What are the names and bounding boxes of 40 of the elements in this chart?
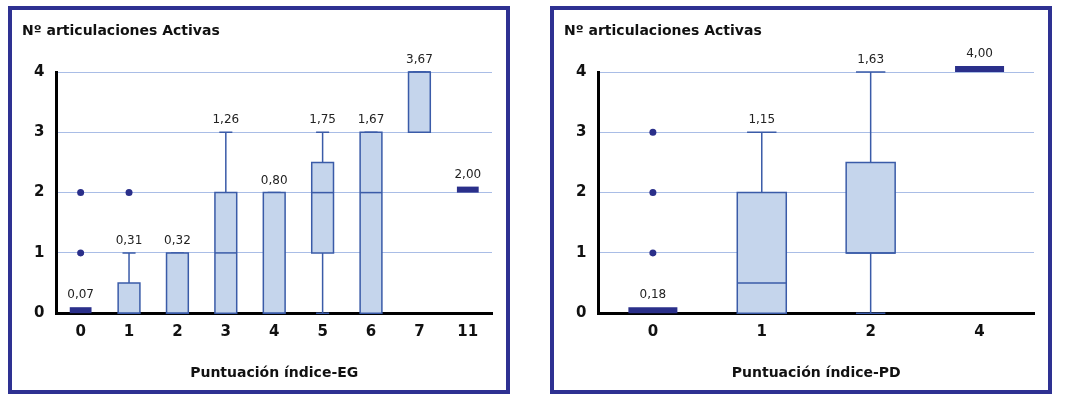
annotation: 1,75 xyxy=(309,112,336,127)
annotation: 0,80 xyxy=(260,172,288,187)
x-tick-label: 11 xyxy=(457,322,479,341)
y-tick-label: 1 xyxy=(576,242,587,261)
annotation: 3,67 xyxy=(406,52,433,67)
y-tick-label: 0 xyxy=(34,303,45,322)
x-tick-label: 4 xyxy=(974,322,985,341)
y-tick-label: 0 xyxy=(576,303,587,322)
annotation: 1,26 xyxy=(212,112,240,127)
x-tick-label: 5 xyxy=(317,322,328,341)
y-tick-label: 3 xyxy=(576,122,587,141)
annotation: 0,07 xyxy=(67,287,94,302)
annotation: 4,00 xyxy=(966,46,993,61)
x-tick-label: 1 xyxy=(123,322,135,341)
x-tick-label: 4 xyxy=(269,322,280,341)
annotation: 1,67 xyxy=(357,112,385,127)
annotation: 0,32 xyxy=(164,233,191,248)
annotation: 1,63 xyxy=(857,52,885,67)
x-tick-label: 2 xyxy=(865,322,876,341)
y-tick-label: 4 xyxy=(34,61,45,80)
x-tick-label: 2 xyxy=(172,322,183,341)
y-tick-label: 1 xyxy=(34,242,45,261)
x-tick-label: 0 xyxy=(75,322,86,341)
annotation: 1,15 xyxy=(748,112,776,127)
x-axis-title: Puntuación índice-EG xyxy=(190,364,359,381)
y-tick-label: 2 xyxy=(576,182,587,201)
y-axis-title: Nº articulaciones Activas xyxy=(22,22,220,38)
x-tick-label: 0 xyxy=(647,322,659,341)
x-tick-label: 1 xyxy=(756,322,767,341)
x-tick-label: 7 xyxy=(414,322,425,341)
annotation: 2,00 xyxy=(454,166,482,181)
x-axis-title: Puntuación índice-PD xyxy=(731,364,901,381)
x-tick-label: 6 xyxy=(365,322,377,341)
y-tick-label: 2 xyxy=(34,182,45,201)
annotation: 0,31 xyxy=(115,233,143,248)
y-axis-title: Nº articulaciones Activas xyxy=(564,22,762,38)
annotation: 0,18 xyxy=(639,287,667,302)
x-tick-label: 3 xyxy=(220,322,232,341)
y-tick-label: 3 xyxy=(34,122,45,141)
y-tick-label: 4 xyxy=(576,61,587,80)
